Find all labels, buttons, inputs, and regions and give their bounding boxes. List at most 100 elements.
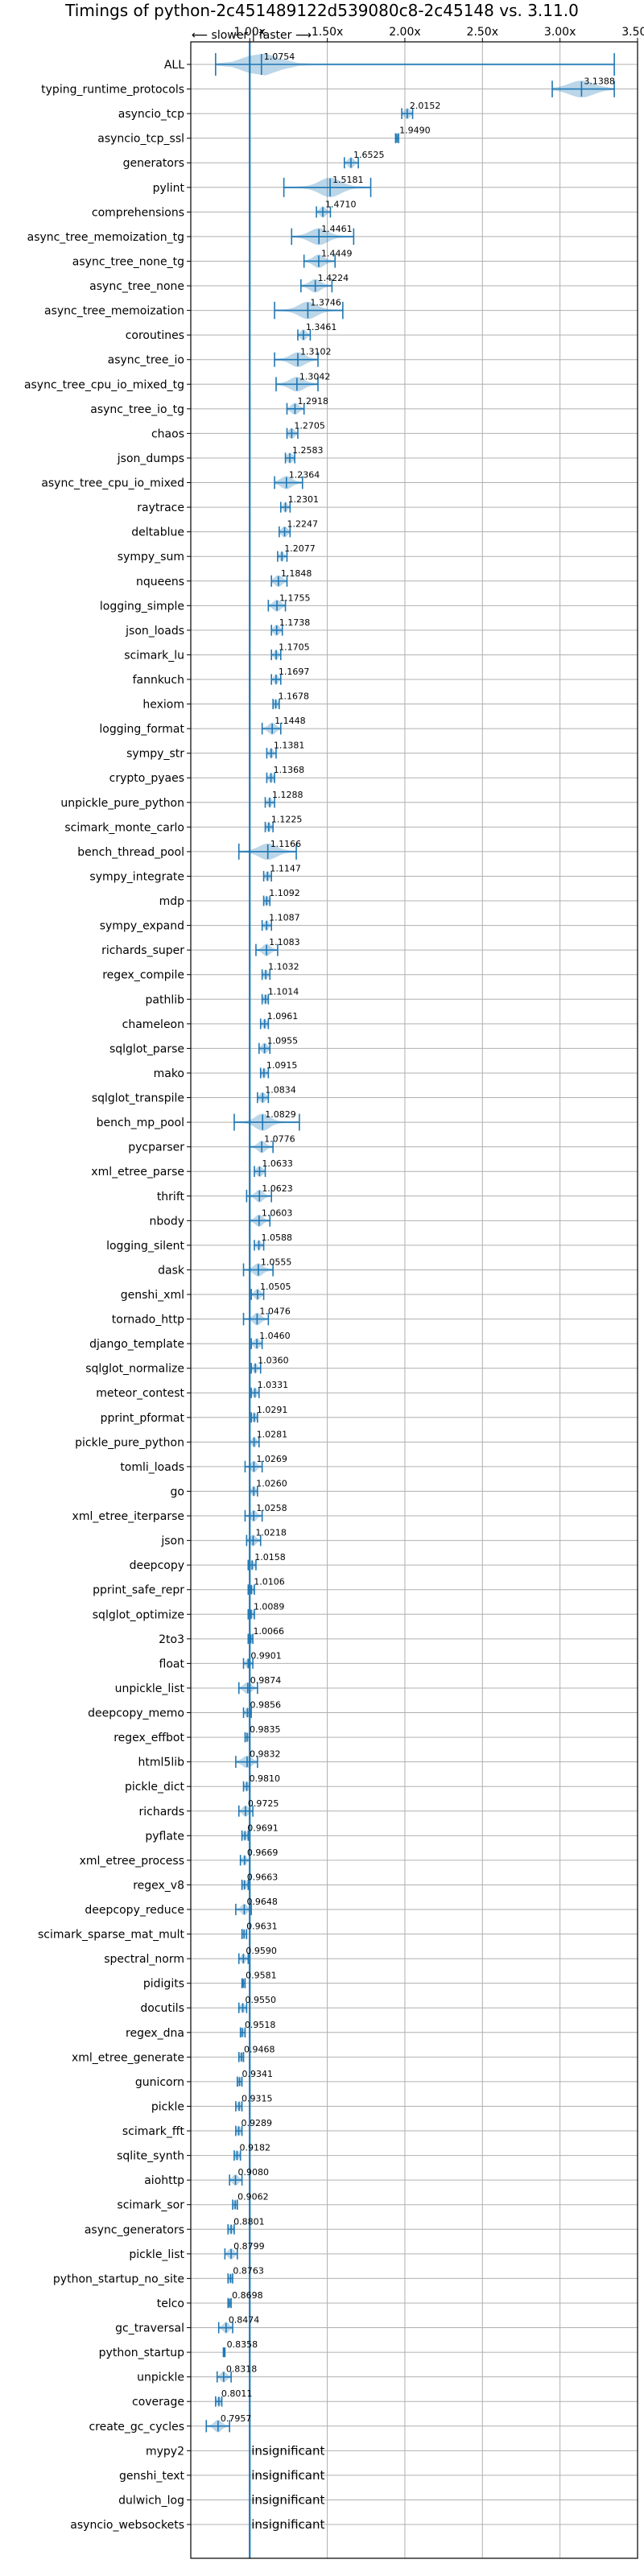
y-tick-label: async_tree_memoization [44, 305, 184, 318]
value-label: 1.0269 [256, 1454, 287, 1464]
value-label: 1.0961 [267, 1011, 299, 1022]
value-label: 1.1032 [268, 962, 299, 972]
value-label: 0.8698 [232, 2290, 263, 2301]
value-label: 1.4449 [321, 248, 353, 258]
value-label: 0.8318 [226, 2364, 258, 2375]
y-tick-label: sympy_integrate [89, 870, 184, 883]
value-label: 1.1738 [279, 617, 311, 628]
value-label: 1.1755 [279, 592, 311, 603]
y-tick-label: pickle [151, 2100, 184, 2113]
value-label: 0.9550 [246, 1995, 277, 2005]
value-label: 0.9691 [247, 1823, 279, 1833]
label-layer: 1.0754 3.1388 2.0152 1.9490 1.6525 1.5181 1.47… [221, 52, 615, 2532]
value-label: 0.9468 [244, 2044, 275, 2054]
y-tick-label: create_gc_cycles [89, 2421, 184, 2434]
value-label: 1.1225 [271, 814, 303, 824]
value-label: 1.3102 [300, 347, 332, 357]
y-tick-label: comprehensions [92, 206, 184, 219]
value-label: 1.0291 [257, 1405, 288, 1415]
y-tick-label: genshi_xml [121, 1289, 184, 1302]
value-label: 0.9725 [248, 1798, 279, 1809]
value-label: 0.8474 [229, 2315, 260, 2326]
value-label: 1.1083 [269, 937, 300, 947]
y-tick-label: docutils [140, 2002, 184, 2015]
y-tick-label: bench_thread_pool [77, 846, 184, 859]
y-tick-label: async_tree_memoization_tg [27, 231, 184, 244]
y-tick-label: nqueens [136, 576, 184, 588]
y-tick-label: mako [154, 1067, 184, 1080]
y-tick-label: meteor_contest [96, 1387, 184, 1400]
value-label: 1.2301 [288, 494, 320, 505]
value-label: 1.6525 [353, 150, 385, 160]
value-label: 1.1697 [279, 667, 310, 677]
value-label: 1.2705 [294, 420, 325, 431]
y-tick-label: pickle_pure_python [75, 1436, 184, 1449]
y-tick-label: async_tree_cpu_io_mixed_tg [24, 378, 184, 391]
violin-layer [205, 53, 615, 2433]
y-tick-label: nbody [150, 1215, 185, 1228]
y-tick-label: sqlglot_parse [109, 1042, 184, 1055]
value-label: 1.0460 [259, 1331, 291, 1341]
y-tick-label: unpickle [137, 2372, 184, 2384]
y-tick-label: sqlglot_normalize [85, 1363, 184, 1376]
y-tick-label: pathlib [146, 993, 185, 1006]
y-tick-label: deepcopy_memo [88, 1707, 184, 1720]
y-tick-label: unpickle_pure_python [60, 797, 184, 810]
value-label: 0.9518 [245, 2020, 276, 2030]
y-tick-label: coroutines [126, 329, 184, 342]
y-tick-label: gunicorn [135, 2076, 184, 2089]
y-tick-label: scimark_sor [117, 2199, 184, 2212]
y-tick-label: go [171, 1485, 184, 1498]
y-tick-label: genshi_text [119, 2470, 185, 2483]
value-label: 1.0331 [258, 1380, 289, 1390]
y-tick-label: pickle_dict [125, 1781, 185, 1794]
value-label: 0.8801 [233, 2216, 265, 2227]
value-label: 1.1092 [269, 888, 300, 898]
y-tick-label: logging_silent [106, 1240, 184, 1253]
value-label: 0.9581 [246, 1971, 277, 1981]
value-label: 1.0955 [267, 1035, 299, 1046]
value-label: 1.0089 [254, 1601, 285, 1612]
y-tick-label: generators [123, 157, 184, 170]
value-label: 0.9663 [247, 1872, 279, 1882]
value-label: 1.1014 [268, 986, 299, 997]
y-tick-label: sympy_str [126, 748, 184, 761]
direction-note: ⟵ slower | faster ⟶ [192, 29, 312, 42]
chart-title: Timings of python-2c451489122d539080c8-2… [64, 1, 579, 20]
insignificant-label: insignificant [251, 2468, 324, 2483]
value-label: 1.4224 [318, 273, 349, 283]
value-label: 1.0066 [254, 1626, 285, 1637]
x-tick-label: 2.50x [467, 26, 498, 39]
value-label: 1.1381 [274, 741, 305, 751]
insignificant-label: insignificant [251, 2443, 324, 2458]
y-tick-label: sympy_sum [118, 551, 184, 564]
value-label: 1.0834 [265, 1085, 296, 1096]
value-label: 1.1705 [279, 642, 310, 652]
y-tick-label: typing_runtime_protocols [41, 84, 184, 97]
y-tick-label: hexiom [142, 699, 184, 712]
y-tick-label: regex_dna [126, 2027, 184, 2040]
value-label: 1.1288 [272, 790, 303, 800]
y-tick-label: scimark_fft [122, 2125, 185, 2138]
value-label: 1.4710 [325, 199, 357, 209]
y-tick-label: 2to3 [159, 1633, 184, 1646]
x-tick-label: 3.50x [621, 26, 644, 39]
value-label: 1.1678 [279, 691, 310, 702]
value-label: 1.2918 [297, 396, 328, 407]
value-label: 0.9810 [250, 1773, 281, 1784]
y-tick-label: sqlglot_optimize [93, 1608, 184, 1621]
value-label: 1.0915 [266, 1060, 298, 1071]
y-tick-label: xml_etree_process [80, 1855, 184, 1868]
x-tick-label: 3.00x [544, 26, 576, 39]
y-tick-label: json_loads [125, 625, 184, 638]
y-tick-label: scimark_lu [124, 649, 184, 662]
y-tick-label: json_dumps [117, 452, 184, 465]
y-tick-label: tornado_http [112, 1314, 184, 1327]
y-tick-label: pycparser [128, 1141, 184, 1154]
value-label: 0.9341 [242, 2069, 274, 2079]
y-tick-label: async_generators [85, 2223, 184, 2236]
y-tick-label: crypto_pyaes [109, 772, 184, 785]
y-tick-label: scimark_sparse_mat_mult [38, 1929, 184, 1942]
value-label: 1.0218 [255, 1528, 287, 1538]
